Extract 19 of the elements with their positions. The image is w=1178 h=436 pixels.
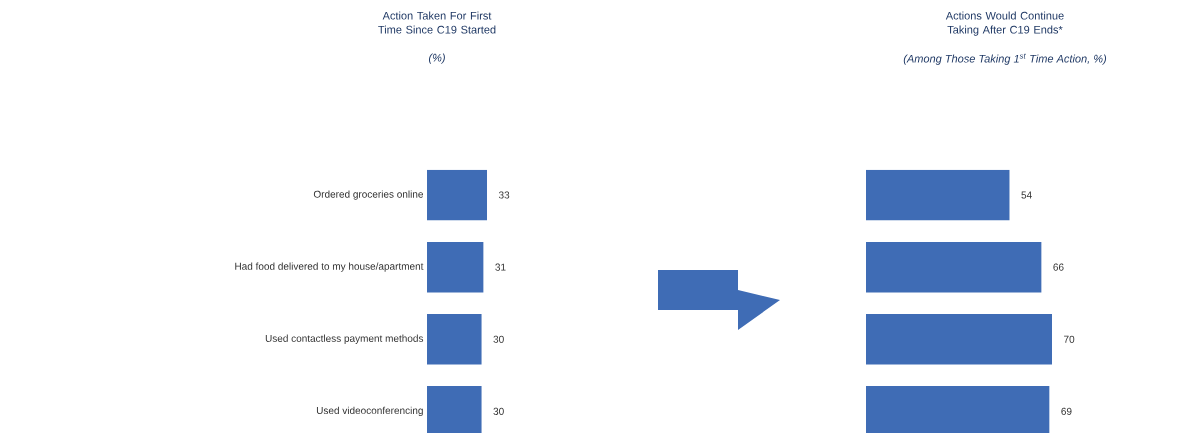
y-tick-label: Used videoconferencing (316, 406, 423, 417)
chart-title: Action Taken For First Time Since C19 Started (378, 11, 496, 34)
bar (866, 241, 1042, 293)
y-tick-label: Had food delivered to my house/apartment (235, 262, 424, 272)
data-label: 70 (1064, 335, 1075, 343)
chart-subtitle: (%) (428, 53, 445, 64)
data-label: 30 (493, 407, 504, 415)
data-label: 54 (1021, 191, 1032, 199)
chart-title: Actions Would Continue Taking After C19 Ends* (945, 11, 1064, 36)
data-label: 66 (1053, 263, 1064, 271)
data-label: 33 (498, 191, 510, 199)
y-tick-label: Used contactless payment methods (265, 334, 424, 344)
bar (866, 314, 1052, 365)
data-label: 30 (493, 335, 504, 343)
bar (866, 169, 1010, 221)
data-label: 31 (495, 263, 506, 271)
chart-subtitle: (Among Those Taking 1$^{st}$ Time Action, %) (903, 53, 1107, 65)
data-label: 69 (1061, 407, 1072, 415)
y-tick-label: Ordered groceries online (313, 190, 423, 200)
